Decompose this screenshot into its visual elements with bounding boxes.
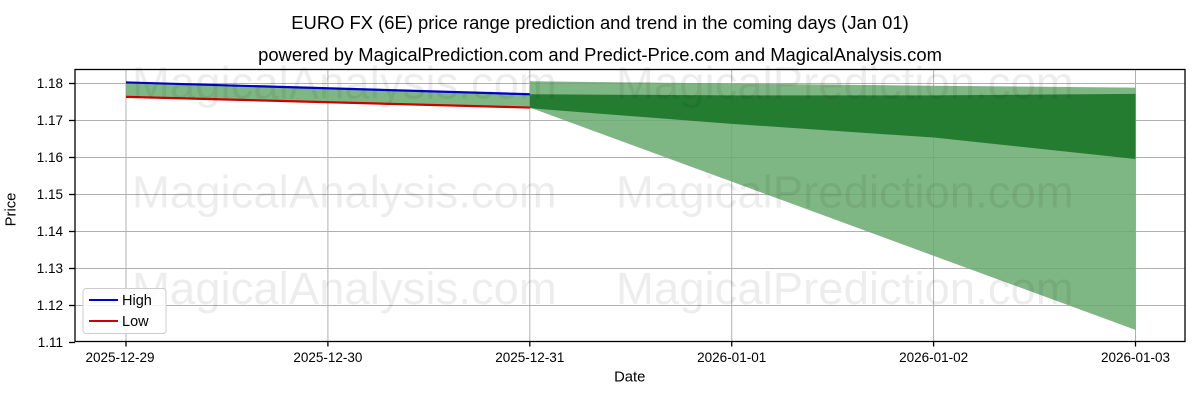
svg-text:EURO FX (6E) price range predi: EURO FX (6E) price range prediction and … <box>291 12 908 33</box>
svg-text:2026-01-01: 2026-01-01 <box>697 350 766 365</box>
svg-text:MagicalAnalysis.com: MagicalAnalysis.com <box>132 167 557 218</box>
svg-text:2026-01-02: 2026-01-02 <box>899 350 968 365</box>
svg-text:2025-12-31: 2025-12-31 <box>495 350 564 365</box>
svg-text:Low: Low <box>122 314 149 330</box>
svg-text:1.18: 1.18 <box>37 76 63 91</box>
svg-text:1.16: 1.16 <box>37 150 63 165</box>
svg-text:1.17: 1.17 <box>37 113 63 128</box>
svg-text:1.11: 1.11 <box>38 335 63 350</box>
svg-text:Date: Date <box>614 369 645 385</box>
svg-text:MagicalPrediction.com: MagicalPrediction.com <box>616 57 1074 108</box>
svg-text:1.14: 1.14 <box>37 224 64 239</box>
svg-text:Price: Price <box>4 193 20 227</box>
svg-text:2025-12-29: 2025-12-29 <box>85 350 154 365</box>
svg-text:MagicalAnalysis.com: MagicalAnalysis.com <box>132 57 557 108</box>
svg-text:MagicalPrediction.com: MagicalPrediction.com <box>616 167 1074 218</box>
svg-text:High: High <box>122 293 152 309</box>
svg-text:1.12: 1.12 <box>37 298 63 313</box>
svg-text:MagicalPrediction.com: MagicalPrediction.com <box>616 263 1074 314</box>
svg-text:1.13: 1.13 <box>37 261 63 276</box>
svg-text:2026-01-03: 2026-01-03 <box>1101 350 1170 365</box>
svg-text:MagicalAnalysis.com: MagicalAnalysis.com <box>132 263 557 314</box>
svg-text:2025-12-30: 2025-12-30 <box>293 350 362 365</box>
svg-text:1.15: 1.15 <box>37 187 63 202</box>
